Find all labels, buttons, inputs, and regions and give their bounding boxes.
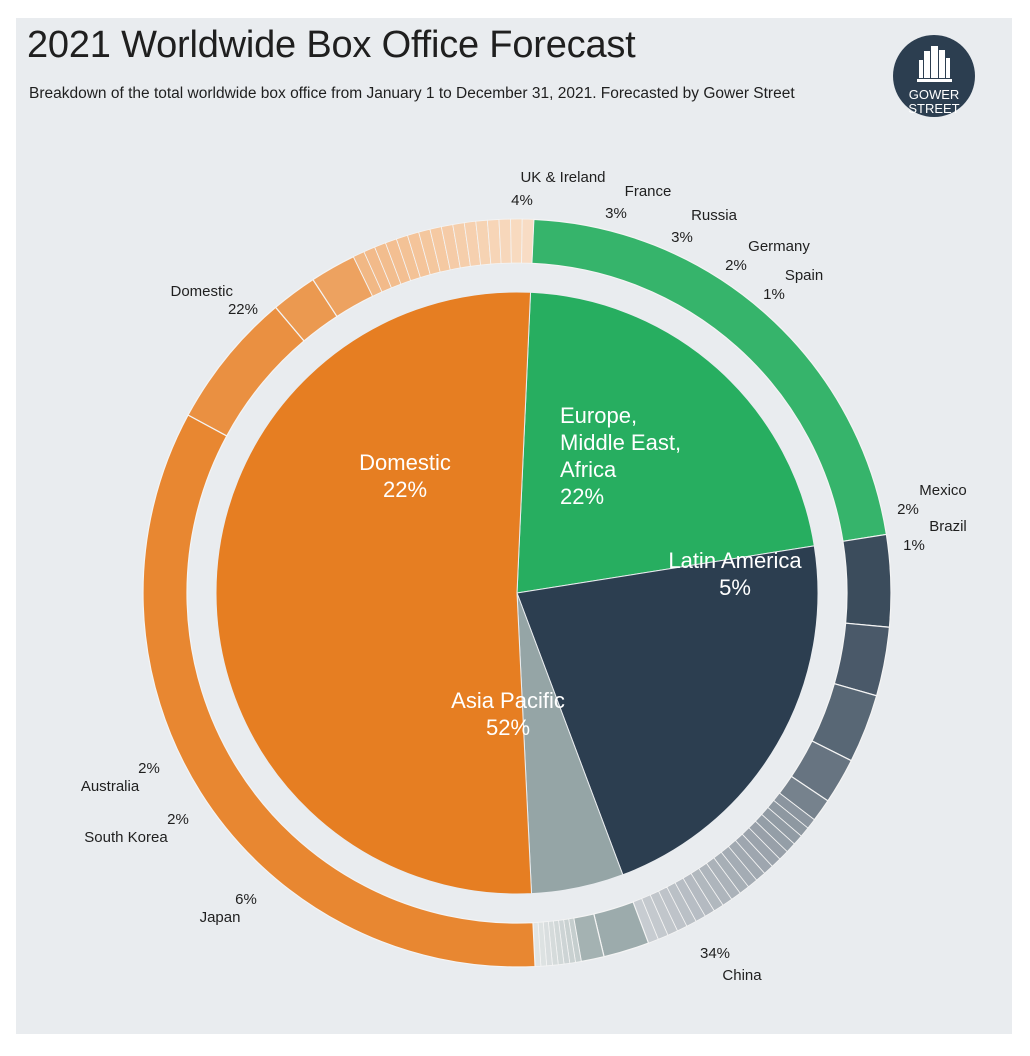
chart-subtitle: Breakdown of the total worldwide box off… <box>29 85 795 102</box>
inner-label-europe-middle-east-africa: Middle East, <box>560 430 681 455</box>
inner-pct-latin-america: 5% <box>719 575 751 600</box>
outer-slice-asia-pacific-other <box>521 218 535 264</box>
gower-street-logo: GOWER STREET <box>893 35 975 117</box>
outer-label-russia: Russia <box>691 207 738 224</box>
inner-pct-asia-pacific: 52% <box>486 715 530 740</box>
outer-label-south-korea: South Korea <box>84 829 168 846</box>
outer-label-australia: Australia <box>81 778 140 795</box>
outer-pct-japan: 6% <box>235 891 257 908</box>
outer-pct-south-korea: 2% <box>167 811 189 828</box>
outer-label-uk-ireland: UK & Ireland <box>520 169 605 186</box>
outer-slice-france <box>833 622 891 697</box>
logo-text-gower: GOWER <box>909 87 960 102</box>
outer-pct-russia: 3% <box>671 229 693 246</box>
outer-slice-asia-pacific-other <box>498 218 512 264</box>
chart-title: 2021 Worldwide Box Office Forecast <box>27 24 636 66</box>
outer-slice-uk-ireland <box>842 533 892 628</box>
outer-slice-asia-pacific-other <box>510 218 523 264</box>
outer-pct-brazil: 1% <box>903 537 925 554</box>
inner-slice-asia-pacific <box>215 291 533 895</box>
building-icon <box>917 46 952 82</box>
inner-label-asia-pacific: Asia Pacific <box>451 688 565 713</box>
outer-pct-spain: 1% <box>763 286 785 303</box>
outer-label-china: China <box>722 967 762 984</box>
outer-pct-domestic: 22% <box>228 301 258 318</box>
logo-text-street: STREET <box>908 101 959 116</box>
outer-label-brazil: Brazil <box>929 518 967 535</box>
outer-label-mexico: Mexico <box>919 482 967 499</box>
outer-label-japan: Japan <box>200 909 241 926</box>
inner-label-europe-middle-east-africa: Europe, <box>560 403 637 428</box>
inner-ring <box>215 291 819 895</box>
outer-label-france: France <box>625 183 672 200</box>
inner-slice-domestic <box>516 291 815 594</box>
inner-label-latin-america: Latin America <box>668 548 802 573</box>
outer-label-spain: Spain <box>785 267 823 284</box>
outer-pct-germany: 2% <box>725 257 747 274</box>
inner-pct-europe-middle-east-africa: 22% <box>560 484 604 509</box>
outer-pct-france: 3% <box>605 205 627 222</box>
outer-pct-mexico: 2% <box>897 501 919 518</box>
outer-label-germany: Germany <box>748 238 810 255</box>
outer-label-domestic: Domestic <box>170 283 233 300</box>
outer-pct-uk-ireland: 4% <box>511 192 533 209</box>
outer-pct-australia: 2% <box>138 760 160 777</box>
outer-pct-china: 34% <box>700 945 730 962</box>
inner-label-domestic: Domestic <box>359 450 451 475</box>
inner-label-europe-middle-east-africa: Africa <box>560 457 617 482</box>
outer-ring <box>142 218 892 968</box>
inner-pct-domestic: 22% <box>383 477 427 502</box>
